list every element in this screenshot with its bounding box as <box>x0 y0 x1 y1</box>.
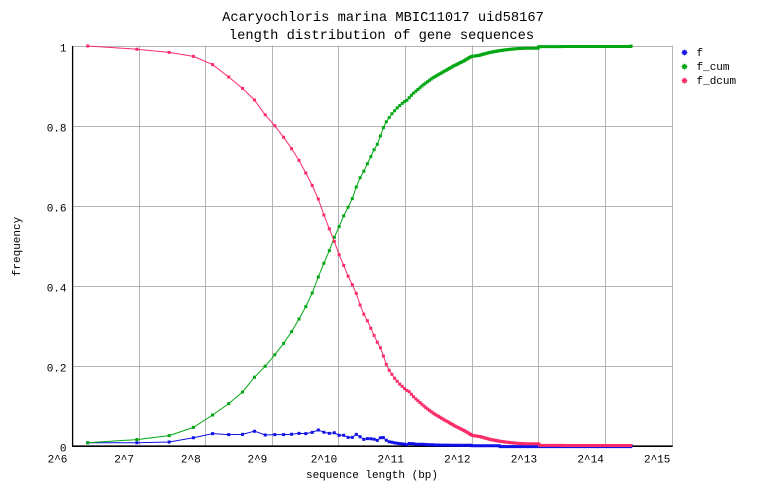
svg-text:2^15: 2^15 <box>644 454 670 466</box>
svg-text:2^11: 2^11 <box>377 454 404 466</box>
svg-text:2^6: 2^6 <box>48 454 68 466</box>
svg-text:2^12: 2^12 <box>444 454 470 466</box>
svg-text:sequence length (bp): sequence length (bp) <box>306 470 438 482</box>
svg-text:f_cum: f_cum <box>697 62 730 74</box>
svg-text:1: 1 <box>60 44 67 56</box>
svg-text:frequency: frequency <box>12 216 24 276</box>
svg-text:0.2: 0.2 <box>47 364 67 376</box>
svg-text:2^10: 2^10 <box>311 454 337 466</box>
svg-text:2^14: 2^14 <box>577 454 604 466</box>
svg-text:2^8: 2^8 <box>181 454 201 466</box>
svg-text:length distribution of gene se: length distribution of gene sequences <box>229 28 534 44</box>
svg-text:f: f <box>697 48 704 60</box>
svg-text:2^13: 2^13 <box>511 454 537 466</box>
svg-text:0.6: 0.6 <box>47 204 67 216</box>
svg-text:0.4: 0.4 <box>47 284 67 296</box>
svg-text:Acaryochloris marina MBIC11017: Acaryochloris marina MBIC11017 uid58167 <box>222 10 544 26</box>
svg-text:0.8: 0.8 <box>47 124 67 136</box>
svg-text:2^7: 2^7 <box>114 454 134 466</box>
svg-text:f_dcum: f_dcum <box>697 76 737 88</box>
svg-text:2^9: 2^9 <box>247 454 267 466</box>
svg-text:0: 0 <box>60 444 67 456</box>
